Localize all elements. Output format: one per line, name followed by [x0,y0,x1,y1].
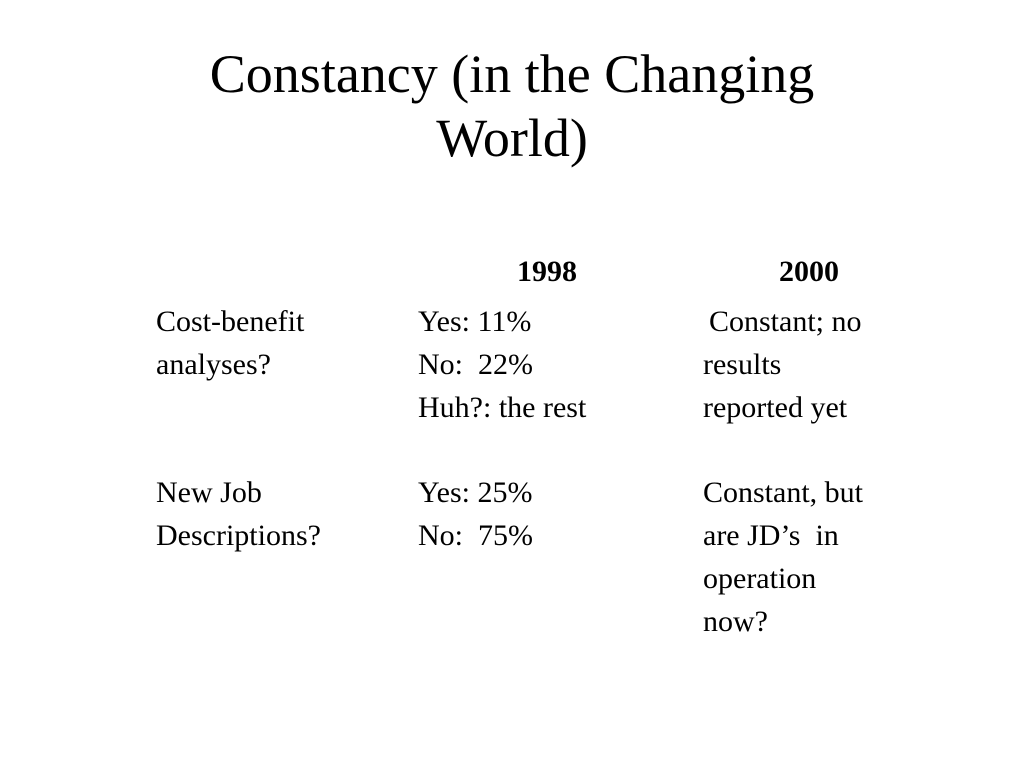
cell-cost-benefit-1998: Yes: 11% No: 22% Huh?: the rest [418,300,586,429]
cell-line: are JD’s in [703,519,839,552]
column-header-1998: 1998 [517,255,577,288]
row-label-job-descriptions: New Job Descriptions? [156,471,321,557]
row-label-line: New Job [156,476,262,509]
row-label-line: Cost-benefit [156,305,305,338]
slide-title: Constancy (in the Changing World) [0,42,1024,170]
title-line-1: Constancy (in the Changing [209,44,815,104]
cell-line: Huh?: the rest [418,391,587,424]
row-label-line: Descriptions? [156,519,321,552]
cell-job-descriptions-2000: Constant, but are JD’s in operation now? [703,471,863,643]
cell-line: Constant, but [703,476,864,509]
cell-line: reported yet [703,391,848,424]
cell-line: Yes: 25% [418,476,533,509]
cell-job-descriptions-1998: Yes: 25% No: 75% [418,471,533,557]
column-header-2000: 2000 [779,255,839,288]
title-line-2: World) [436,108,588,168]
cell-line: Constant; no [709,305,862,338]
row-label-cost-benefit: Cost-benefit analyses? [156,300,304,386]
cell-line: Yes: 11% [418,305,532,338]
row-label-line: analyses? [156,348,271,381]
cell-line: now? [703,605,768,638]
cell-line: results [703,348,782,381]
cell-line: No: 75% [418,519,533,552]
cell-cost-benefit-2000: Constant; no results reported yet [703,300,862,429]
cell-line: operation [703,562,817,595]
cell-line: No: 22% [418,348,533,381]
